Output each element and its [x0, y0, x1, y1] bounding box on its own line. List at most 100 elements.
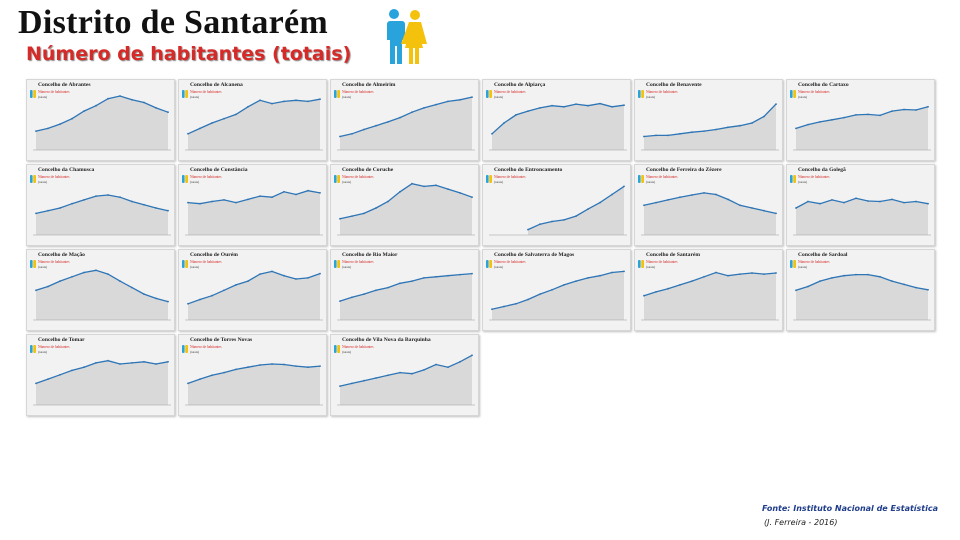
series-line: [35, 95, 169, 132]
population-chart: [793, 105, 931, 151]
data-point: [131, 362, 133, 364]
area-fill: [340, 273, 472, 320]
legend-unit: (totais): [646, 265, 656, 269]
card-title: Concelho da Chamusca: [38, 167, 95, 173]
man-woman-icon: [30, 260, 36, 268]
data-point: [143, 101, 145, 104]
area-fill: [36, 270, 168, 320]
data-point: [155, 107, 157, 109]
data-point: [599, 201, 601, 204]
data-point: [35, 289, 37, 292]
series-line: [187, 98, 321, 135]
data-point: [831, 199, 833, 201]
data-point: [471, 96, 473, 98]
data-point: [119, 95, 121, 97]
area-fill: [796, 274, 928, 320]
legend-label: Número de habitantes: [342, 175, 374, 179]
data-point: [295, 99, 297, 102]
data-point: [435, 103, 437, 106]
population-chart: [33, 194, 171, 236]
area-fill: [188, 364, 320, 405]
data-point: [527, 298, 529, 301]
data-point: [339, 385, 341, 387]
card-title: Concelho de Mação: [38, 252, 85, 258]
data-point: [459, 360, 461, 363]
data-point: [307, 366, 309, 369]
data-point: [95, 195, 97, 197]
data-point: [35, 382, 37, 385]
data-point: [831, 277, 833, 279]
series-line: [643, 103, 777, 138]
data-point: [387, 200, 389, 203]
legend-label: Número de habitantes: [798, 90, 830, 94]
series-line: [491, 270, 625, 310]
data-point: [491, 308, 493, 311]
population-chart: [185, 189, 323, 236]
data-point: [515, 114, 517, 116]
data-point: [35, 212, 37, 215]
data-point: [435, 275, 437, 278]
data-point: [807, 123, 809, 126]
data-point: [351, 296, 353, 299]
card-title: Concelho de Abrantes: [38, 82, 91, 88]
chart-card: Concelho da Golegã Número de habitantes (t…: [786, 164, 935, 246]
data-point: [399, 282, 401, 285]
data-point: [819, 121, 821, 123]
data-point: [927, 288, 929, 291]
data-point: [107, 97, 109, 100]
data-point: [831, 118, 833, 121]
data-point: [271, 102, 273, 105]
data-point: [855, 197, 857, 200]
population-chart: [489, 185, 627, 236]
data-point: [83, 271, 85, 274]
data-point: [187, 201, 189, 204]
data-point: [423, 277, 425, 279]
data-point: [411, 280, 413, 282]
data-point: [667, 287, 669, 290]
series-line: [339, 183, 473, 220]
data-point: [807, 200, 809, 203]
population-chart: [337, 182, 475, 236]
data-point: [643, 204, 645, 207]
card-title: Concelho de Ourém: [190, 252, 238, 258]
data-point: [223, 199, 225, 201]
data-point: [915, 286, 917, 289]
data-point: [891, 110, 893, 112]
data-point: [539, 293, 541, 295]
chart-card: Concelho de Almeirim Número de habitantes…: [330, 79, 479, 161]
data-point: [211, 122, 213, 124]
data-point: [471, 196, 473, 199]
area-fill: [36, 360, 168, 405]
data-point: [563, 219, 565, 221]
legend-label: Número de habitantes: [190, 90, 222, 94]
data-point: [307, 100, 309, 103]
chart-card: Concelho do Cartaxo Número de habitantes(…: [786, 79, 935, 161]
population-chart: [337, 96, 475, 151]
population-chart: [185, 363, 323, 406]
data-point: [247, 105, 249, 108]
data-point: [459, 98, 461, 101]
data-point: [563, 284, 565, 286]
data-point: [447, 100, 449, 103]
data-point: [351, 132, 353, 135]
data-point: [623, 185, 625, 188]
data-point: [819, 280, 821, 282]
data-point: [399, 116, 401, 119]
data-point: [95, 269, 97, 272]
data-point: [739, 273, 741, 275]
data-point: [879, 275, 881, 278]
data-point: [271, 270, 273, 273]
data-point: [715, 128, 717, 131]
legend-label: Número de habitantes: [798, 260, 830, 264]
data-point: [375, 207, 377, 209]
legend-unit: (totais): [190, 265, 200, 269]
data-point: [223, 371, 225, 374]
population-chart: [33, 95, 171, 151]
data-point: [575, 215, 577, 217]
data-point: [551, 288, 553, 291]
data-point: [399, 190, 401, 193]
data-point: [307, 189, 309, 192]
card-title: Concelho de Sardoal: [798, 252, 848, 258]
card-title: Concelho da Golegã: [798, 167, 846, 173]
data-point: [47, 127, 49, 130]
